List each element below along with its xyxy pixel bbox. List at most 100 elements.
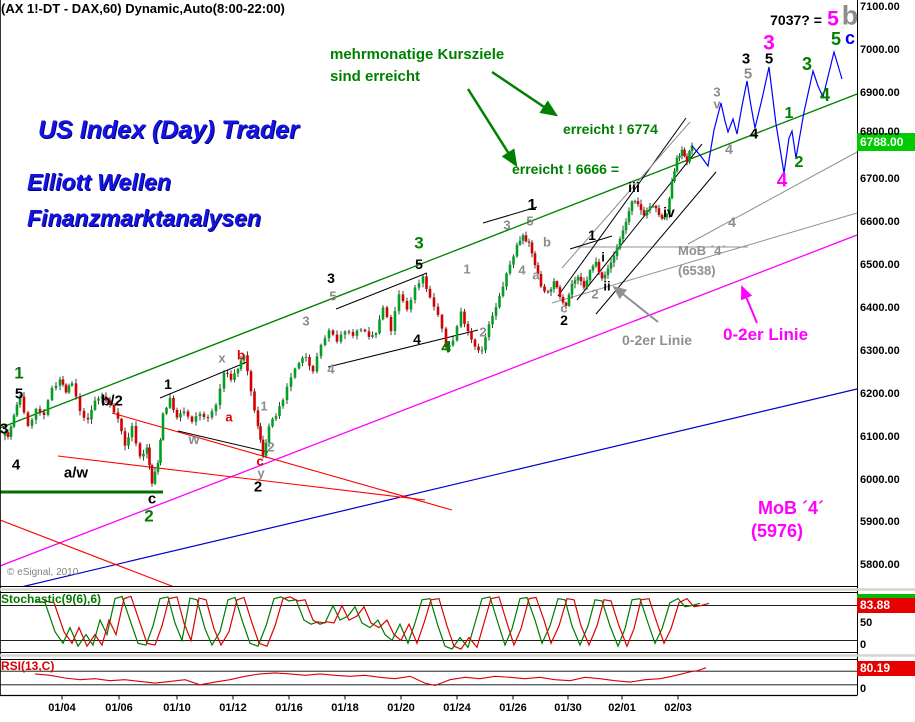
candle-body [127,437,130,446]
candle-body [202,413,206,418]
candle-body [567,294,571,306]
elliott-wave-label: b [237,347,245,363]
elliott-wave-label: 3 [302,313,310,329]
candle-body [618,238,622,249]
candle-body [651,205,655,207]
candle-body [473,339,477,347]
trendline [569,235,613,250]
trendline [327,329,479,368]
stoch-value-badge: 83.88 [857,598,915,613]
date-axis-label: 01/30 [554,702,582,714]
candle-body [536,265,540,275]
candle-body [9,426,13,437]
candle-body [552,281,556,290]
elliott-wave-label: x [218,350,226,366]
candle-body [319,344,323,357]
elliott-wave-label: a [532,267,540,283]
date-axis-label: 02/01 [608,702,636,714]
candle-body [311,365,315,372]
rsi-panel-label: RSI(13,C) [1,659,55,673]
candle-body [308,356,311,366]
candle-body [597,261,601,273]
candle-body [668,198,671,215]
candle-body [363,329,367,332]
elliott-wave-label: 1 [527,197,537,214]
candle-body [470,331,473,340]
elliott-wave-label: 7037? = [770,12,822,28]
candle-body [26,412,30,426]
candle-body [78,396,82,411]
pane-borders [0,0,915,700]
candle-body [393,311,397,332]
candle-body [508,264,512,274]
rsi-line [34,667,707,687]
candle-body [374,333,378,336]
candle-body [678,155,681,158]
candle-body [539,274,543,287]
note-mob-low-name: MoB ´4´ [758,498,824,518]
candle-body [206,417,210,419]
candle-body [18,396,22,405]
candle-body [609,262,613,269]
elliott-wave-label: 4 [413,331,421,347]
candle-body [304,356,308,358]
candle-body [64,384,68,393]
candle-body [624,222,628,231]
candle-body [34,408,38,420]
candle-body [530,242,534,254]
candle-body [448,345,451,348]
candle-body [339,334,343,342]
price-axis-label: 6400.00 [860,302,900,314]
trendline [482,206,538,224]
trendline [557,117,687,297]
candle-body [148,447,151,466]
elliott-wave-label: 1 [588,227,596,243]
price-axis-label: 6900.00 [860,87,900,99]
candle-body [108,400,112,405]
candle-body [281,400,285,407]
trendline [111,412,453,511]
candle-body [285,386,289,401]
rsi-pane[interactable] [34,667,707,687]
price-axis-label: 5900.00 [860,516,900,528]
candle-body [564,302,568,306]
date-axis-label: 01/18 [331,702,359,714]
candle-body [405,300,409,310]
candle-body [512,256,515,265]
candle-body [501,286,505,296]
candle-body [594,261,598,266]
candle-body [233,373,236,380]
elliott-projection-path [691,49,843,174]
elliott-wave-label: b/2 [101,392,123,410]
candle-body [264,442,268,456]
candle-body [274,416,278,419]
main-price-pane[interactable] [0,49,857,600]
candle-body [271,418,274,427]
candle-body [425,276,428,289]
elliott-wave-label: a/w [63,464,89,482]
stochastic-pane[interactable] [34,595,710,650]
price-axis-label: 6600.00 [860,216,900,228]
candle-body [657,208,661,215]
candle-body [685,156,689,162]
candle-body [645,210,649,216]
date-axis-label: 01/12 [219,702,247,714]
candle-body [546,291,550,293]
candle-body [46,400,50,415]
candle-body [104,396,108,401]
candle-body [428,288,432,298]
trendline [0,93,857,429]
candle-body [182,411,186,414]
candle-body [654,205,658,209]
candle-body [484,337,487,351]
candle-body [444,328,448,348]
candle-body [621,230,625,239]
candle-body [555,281,559,288]
candle-body [97,398,100,401]
elliott-wave-label: 5 [827,7,839,31]
price-axis-label: 7100.00 [860,1,900,13]
candle-body [190,416,194,422]
candle-body [543,286,546,292]
note-targets-reached-1: mehrmonatige Kursziele [330,46,505,63]
